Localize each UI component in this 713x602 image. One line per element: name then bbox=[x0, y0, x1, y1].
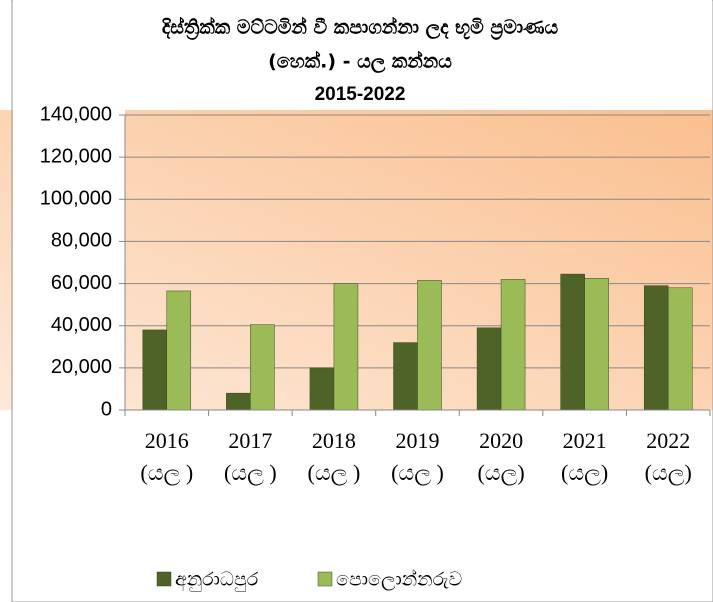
chart-title: දිස්ත්‍රික්ක මට්ටමින් වී කපාගන්නා ලද භූම… bbox=[161, 16, 558, 40]
title-area bbox=[13, 0, 712, 110]
x-tick-label: (යල) bbox=[477, 460, 524, 486]
x-tick-label: 2022 bbox=[646, 428, 690, 453]
bar bbox=[166, 290, 192, 411]
y-tick-label: 140,000 bbox=[40, 103, 112, 125]
legend-swatch bbox=[156, 571, 172, 587]
legend-swatch bbox=[317, 571, 333, 587]
x-tick-label: 2018 bbox=[312, 428, 356, 453]
legend-label: පොලොන්නරුව bbox=[336, 568, 462, 590]
x-tick-label: (යල ) bbox=[140, 460, 193, 486]
label-area bbox=[13, 110, 125, 410]
x-tick-label: 2020 bbox=[479, 428, 523, 453]
y-tick-label: 60,000 bbox=[51, 272, 112, 294]
bar bbox=[476, 327, 502, 411]
bar bbox=[333, 283, 359, 411]
y-tick-label: 20,000 bbox=[51, 356, 112, 378]
bar bbox=[250, 324, 275, 411]
bar bbox=[560, 273, 585, 411]
bar bbox=[500, 279, 526, 411]
y-tick-label: 100,000 bbox=[40, 188, 112, 210]
x-tick-label: 2016 bbox=[145, 428, 189, 453]
bar bbox=[584, 278, 609, 411]
x-tick-label: (යල) bbox=[561, 460, 608, 486]
bar bbox=[142, 329, 168, 411]
y-tick-label: 80,000 bbox=[51, 230, 112, 252]
bar bbox=[667, 287, 693, 411]
y-tick-label: 0 bbox=[101, 398, 112, 420]
chart-title: 2015-2022 bbox=[315, 84, 406, 105]
bar bbox=[226, 392, 251, 411]
bar bbox=[309, 367, 335, 411]
x-tick-label: (යල ) bbox=[308, 460, 361, 486]
legend-label: අනුරාධපුර bbox=[175, 569, 259, 593]
bar bbox=[643, 285, 669, 411]
y-tick-label: 120,000 bbox=[40, 145, 112, 167]
bottom-area bbox=[13, 410, 712, 601]
bar bbox=[393, 342, 418, 411]
x-tick-label: 2021 bbox=[563, 428, 607, 453]
chart-border bbox=[11, 0, 713, 602]
x-tick-label: 2019 bbox=[396, 428, 440, 453]
chart-title: (හෙක්.) - යල කන්නය bbox=[268, 50, 452, 73]
x-tick-label: 2017 bbox=[228, 428, 272, 453]
y-tick-label: 40,000 bbox=[51, 314, 112, 336]
x-tick-label: (යල ) bbox=[224, 460, 277, 486]
x-tick-label: (යල ) bbox=[391, 460, 444, 486]
bar bbox=[417, 280, 442, 411]
x-tick-label: (යල) bbox=[645, 460, 692, 486]
